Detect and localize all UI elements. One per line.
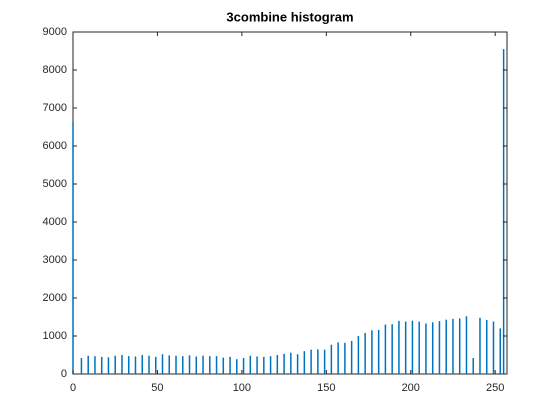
bar (445, 319, 447, 374)
bar (303, 351, 306, 374)
bar (357, 336, 360, 374)
bar (107, 357, 110, 374)
bar (384, 324, 387, 374)
bar (161, 354, 164, 374)
bar (499, 328, 501, 374)
bar (418, 321, 420, 374)
bar (364, 332, 366, 374)
bar (127, 356, 130, 374)
y-tick-label: 3000 (43, 254, 67, 266)
y-tick-label: 2000 (43, 292, 67, 304)
bar (121, 355, 123, 374)
bar (458, 318, 461, 374)
bar (344, 342, 346, 374)
bar (114, 355, 116, 374)
x-tick-label: 100 (233, 382, 251, 394)
bar (256, 356, 258, 374)
y-tick-label: 4000 (43, 216, 67, 228)
x-tick-label: 150 (317, 382, 335, 394)
bar (377, 329, 380, 374)
bar (425, 323, 427, 374)
bar (371, 330, 373, 374)
bar (479, 317, 481, 374)
bar (323, 349, 326, 374)
bar (263, 356, 265, 374)
bar (154, 356, 157, 374)
bar (236, 359, 238, 374)
bar (438, 321, 441, 374)
bar (330, 344, 333, 374)
chart-title: 3combine histogram (226, 9, 353, 24)
y-tick-label: 9000 (43, 26, 67, 38)
bar (337, 342, 339, 374)
y-tick-label: 7000 (43, 102, 67, 114)
bar (202, 355, 204, 374)
x-tick-label: 0 (70, 382, 76, 394)
bar (485, 320, 488, 374)
bar (215, 356, 218, 374)
bar (296, 354, 299, 374)
bar (80, 358, 83, 374)
bar (87, 355, 89, 374)
bar (398, 320, 400, 374)
y-tick-label: 6000 (43, 140, 67, 152)
x-tick-label: 250 (486, 382, 504, 394)
bar (465, 316, 468, 374)
bar (472, 358, 474, 374)
bar (269, 356, 272, 374)
bar (283, 353, 285, 374)
bar (175, 355, 177, 374)
x-tick-label: 200 (402, 382, 420, 394)
bar (94, 356, 96, 374)
bar (317, 349, 319, 374)
bar (242, 358, 245, 374)
bar (249, 355, 252, 374)
bar (492, 321, 495, 374)
y-tick-label: 8000 (43, 64, 67, 76)
bar (141, 355, 143, 374)
bar (148, 355, 150, 374)
bar (411, 320, 414, 374)
bar (134, 356, 137, 374)
bar (290, 352, 292, 374)
bar (452, 318, 454, 374)
bar (168, 355, 171, 374)
y-tick-label: 0 (61, 368, 67, 380)
bar (310, 349, 312, 374)
bar (229, 356, 231, 374)
bar (72, 121, 74, 374)
bar (391, 324, 393, 374)
y-tick-label: 1000 (43, 330, 67, 342)
bar (222, 357, 225, 374)
bar (100, 356, 103, 374)
bar (350, 340, 353, 374)
x-tick-label: 50 (151, 382, 163, 394)
bar (182, 356, 184, 374)
bar (195, 356, 198, 374)
bar (276, 355, 279, 374)
bar (188, 355, 191, 374)
bar (404, 321, 407, 374)
plot-box (72, 31, 508, 375)
bar (431, 322, 434, 374)
y-tick-label: 5000 (43, 178, 67, 190)
bar (209, 356, 211, 374)
bar (502, 49, 505, 374)
